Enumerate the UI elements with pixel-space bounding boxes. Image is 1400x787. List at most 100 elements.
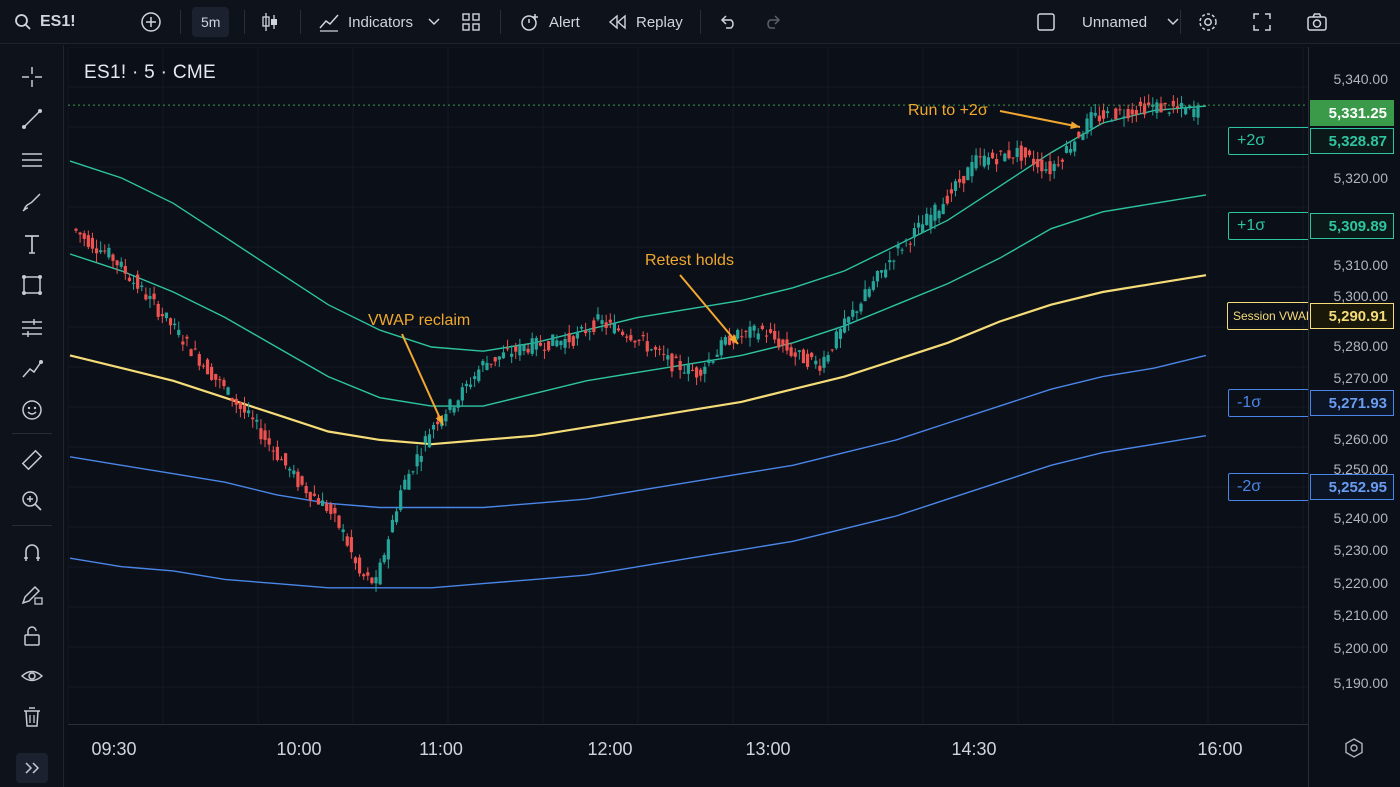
price-axis[interactable]: 5,340.00 5,320.00 5,310.00 5,300.00 5,28…	[1308, 47, 1400, 787]
candle-body	[653, 347, 658, 350]
pencil-lock-icon	[21, 585, 43, 605]
measure-tool[interactable]	[18, 313, 46, 341]
redo-button[interactable]	[763, 0, 783, 44]
annotation-run-to-2sigma[interactable]: Run to +2σ	[908, 102, 988, 119]
compare-button[interactable]	[140, 0, 162, 44]
candle-body	[658, 348, 662, 350]
candle-body	[567, 333, 571, 343]
time-tick: 12:00	[587, 739, 633, 759]
replay-button[interactable]: Replay	[608, 0, 683, 44]
candle-body	[690, 369, 695, 371]
annotation-retest-holds[interactable]: Retest holds	[645, 252, 734, 269]
candle-body	[1081, 133, 1085, 140]
brush-tool[interactable]	[18, 188, 46, 216]
magnet-tool[interactable]	[18, 539, 46, 567]
candle-body	[407, 473, 411, 490]
fib-tool[interactable]	[18, 146, 46, 174]
candle-body	[111, 254, 115, 261]
candle-body	[1027, 150, 1032, 156]
candle-body	[1184, 107, 1188, 115]
candle-body	[1175, 106, 1180, 109]
candle-body	[1151, 104, 1155, 107]
trend-line-tool[interactable]	[18, 105, 46, 133]
candle-body	[1134, 110, 1138, 115]
candle-body	[600, 320, 604, 324]
candle-body	[810, 352, 814, 358]
symbol-search[interactable]: ES1!	[14, 0, 76, 44]
candle-body	[834, 331, 838, 349]
camera-icon	[1307, 13, 1327, 31]
annotation-vwap-reclaim[interactable]: VWAP reclaim	[368, 312, 471, 329]
candle-body	[136, 274, 140, 289]
hide-drawings-tool[interactable]	[18, 662, 46, 690]
candle-body	[464, 383, 469, 387]
indicators-dropdown[interactable]	[428, 0, 440, 44]
candle-body	[641, 335, 645, 337]
candle-body	[945, 195, 949, 204]
chart-canvas[interactable]	[68, 47, 1308, 723]
candle-body	[727, 335, 732, 345]
chart-pane[interactable]	[68, 47, 1308, 723]
candle-body	[156, 303, 160, 317]
candle-body	[941, 204, 945, 215]
fullscreen-icon	[1253, 13, 1271, 31]
stay-drawing-tool[interactable]	[18, 580, 46, 608]
candle-body	[851, 309, 855, 317]
templates-button[interactable]	[461, 0, 481, 44]
candle-body	[674, 356, 678, 358]
forecast-tool[interactable]	[18, 355, 46, 383]
text-tool[interactable]	[18, 230, 46, 258]
candle-body	[723, 337, 727, 345]
chart-type-button[interactable]	[260, 0, 280, 44]
candle-body	[666, 355, 670, 360]
layout-button[interactable]: Unnamed	[1036, 0, 1179, 44]
candle-body	[374, 577, 378, 584]
candle-body	[789, 347, 793, 356]
emoji-tool[interactable]	[18, 396, 46, 424]
candle-body	[818, 365, 822, 371]
candle-body	[296, 471, 300, 488]
candle-body	[234, 398, 238, 405]
band-label-plus1: +1σ	[1228, 212, 1310, 240]
snapshot-button[interactable]	[1306, 0, 1328, 44]
candle-body	[1032, 158, 1036, 165]
expand-toolbar-button[interactable]	[16, 753, 48, 783]
shape-tool[interactable]	[18, 271, 46, 299]
undo-button[interactable]	[718, 0, 738, 44]
candle-body	[353, 557, 358, 564]
candle-body	[288, 468, 292, 471]
lock-drawings-tool[interactable]	[18, 622, 46, 650]
candle-body	[707, 359, 711, 364]
candle-body	[185, 336, 189, 339]
candle-body	[875, 271, 880, 282]
candle-body	[481, 360, 485, 366]
candle-body	[263, 430, 267, 440]
interval-button[interactable]: 5m	[192, 7, 230, 37]
candle-body	[329, 503, 333, 514]
remove-drawings-tool[interactable]	[18, 703, 46, 731]
fullscreen-button[interactable]	[1252, 0, 1272, 44]
candle-body	[238, 402, 242, 409]
candle-body	[1126, 109, 1130, 119]
candle-body	[1142, 103, 1147, 115]
time-axis[interactable]: 09:30 10:00 11:00 12:00 13:00 14:30 16:0…	[68, 724, 1308, 787]
settings-button[interactable]	[1197, 0, 1219, 44]
candle-body	[390, 519, 395, 533]
ruler-tool[interactable]	[18, 446, 46, 474]
alert-button[interactable]: Alert	[519, 0, 580, 44]
candle-body	[888, 260, 892, 263]
candle-body	[584, 330, 588, 334]
candle-body	[925, 213, 929, 226]
axis-settings-button[interactable]	[1343, 737, 1365, 764]
indicators-button[interactable]: Indicators	[318, 0, 413, 44]
candle-body	[637, 339, 641, 341]
zoom-tool[interactable]	[18, 487, 46, 515]
price-label-minus2: 5,252.95	[1310, 474, 1394, 500]
band-minus2-line	[69, 435, 1207, 589]
candle-body	[489, 363, 493, 365]
candle-body	[896, 244, 900, 249]
candle-body	[423, 436, 427, 444]
crosshair-tool[interactable]	[18, 63, 46, 91]
candle-body	[986, 157, 990, 165]
candle-body	[859, 303, 863, 312]
